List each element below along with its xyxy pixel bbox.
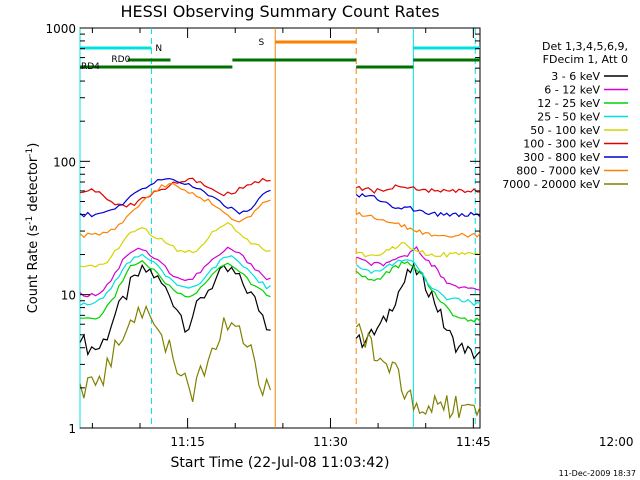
series-s4 (79, 253, 481, 307)
series-s7 (79, 177, 481, 218)
legend-label-s6: 100 - 300 keV (523, 138, 600, 151)
legend-header-line2: FDecim 1, Att 0 (543, 53, 628, 66)
timestamp: 11-Dec-2009 18:37 (559, 469, 636, 478)
legend-label-s9: 7000 - 20000 keV (502, 178, 600, 191)
series-line-s2 (356, 246, 480, 291)
series-line-s9 (79, 304, 272, 402)
series-line-s5 (79, 221, 271, 268)
legend: Det 1,3,4,5,6,9, FDecim 1, Att 0 3 - 6 k… (502, 40, 628, 191)
chart-title: HESSI Observing Summary Count Rates (120, 2, 439, 21)
series-s9 (79, 304, 481, 420)
legend-label-s3: 12 - 25 keV (537, 97, 600, 110)
legend-header-line1: Det 1,3,4,5,6,9, (542, 40, 628, 53)
legend-label-s4: 25 - 50 keV (537, 111, 600, 124)
legend-label-s8: 800 - 7000 keV (516, 165, 600, 178)
series-line-s7 (79, 177, 271, 218)
y-label-part2: detector (26, 156, 41, 216)
y-axis-label: Count Rate (s-1 detector-1) (25, 143, 41, 314)
flag-rd4-label: RD4 (81, 62, 100, 72)
series-line-s8 (79, 182, 271, 239)
y-tick-label: 100 (53, 155, 76, 169)
y-tick-label: 1 (68, 422, 76, 436)
series-line-s2 (79, 246, 271, 298)
y-label-sup2: -1 (25, 148, 35, 157)
series-s1 (79, 262, 481, 360)
series-s8 (79, 182, 481, 239)
flag-n-label: N (155, 44, 162, 54)
series-line-s9 (355, 322, 481, 420)
x-tick-label: 11:45 (456, 435, 491, 449)
y-tick-label: 10 (61, 289, 76, 303)
legend-label-s5: 50 - 100 keV (530, 124, 600, 137)
series-line-s1 (79, 263, 271, 357)
legend-label-s2: 6 - 12 keV (544, 84, 600, 97)
series-line-s6 (356, 184, 481, 194)
series-line-s5 (356, 242, 481, 258)
series-line-s8 (355, 211, 481, 238)
series-line-s7 (355, 192, 481, 218)
series-line-s3 (80, 259, 271, 320)
series-line-s1 (355, 262, 481, 360)
series-line-s3 (355, 261, 481, 323)
legend-label-s1: 3 - 6 keV (551, 70, 600, 83)
y-label-part1: Count Rate (s (26, 225, 41, 314)
series-line-s4 (79, 253, 271, 306)
y-label-sup1: -1 (25, 216, 35, 225)
y-tick-label: 1000 (45, 22, 76, 36)
x-axis-label: Start Time (22-Jul-08 11:03:42) (170, 455, 389, 471)
series-s3 (80, 259, 481, 323)
flag-rd0-label: RD0 (111, 55, 130, 65)
legend-label-s7: 300 - 800 keV (523, 151, 600, 164)
series-s5 (79, 221, 481, 268)
flag-s-label: S (258, 38, 264, 48)
series-s2 (79, 246, 480, 298)
plot-area: N S RD0 RD4 (79, 27, 481, 429)
y-label-end: ) (26, 143, 41, 148)
x-tick-label: 12:00 (599, 435, 634, 449)
series-line-s6 (79, 177, 271, 208)
x-tick-label: 11:15 (170, 435, 205, 449)
x-tick-label: 11:30 (313, 435, 348, 449)
series-s6 (79, 177, 481, 208)
series-line-s4 (355, 259, 481, 307)
y-axis: 1 10 100 1000 (45, 22, 480, 436)
